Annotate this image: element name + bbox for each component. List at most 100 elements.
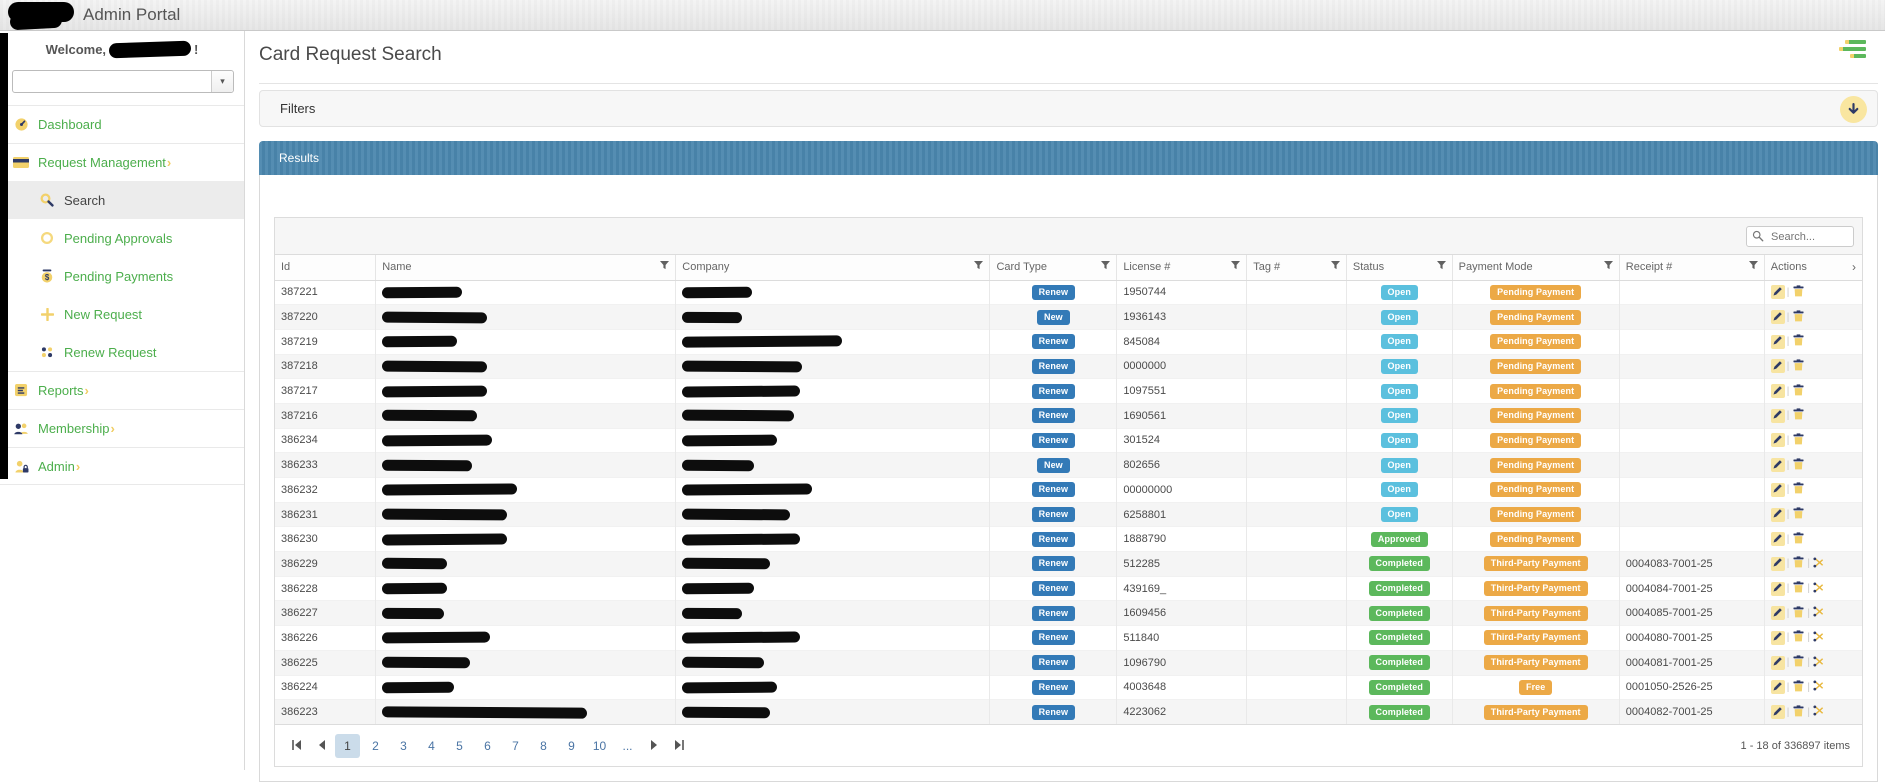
pager-last-button[interactable] — [668, 734, 690, 758]
filters-collapse-button[interactable] — [1840, 96, 1867, 123]
cell-status: Open — [1345, 402, 1453, 429]
delete-button[interactable] — [1791, 532, 1805, 546]
filter-icon[interactable] — [1603, 261, 1613, 273]
delete-button[interactable] — [1791, 458, 1805, 472]
delete-button[interactable] — [1791, 285, 1805, 299]
pager-page-button[interactable]: 6 — [484, 738, 491, 753]
sidebar-item-new-request[interactable]: New Request — [0, 295, 244, 333]
payment-mode-badge: Third-Party Payment — [1483, 556, 1588, 572]
print-receipt-button[interactable] — [1812, 631, 1826, 645]
redacted-name — [382, 311, 488, 323]
delete-button[interactable] — [1791, 433, 1805, 447]
sidebar-item-pending-payments[interactable]: $ Pending Payments — [0, 257, 244, 295]
grid-search-input[interactable] — [1746, 226, 1854, 247]
column-header-tag[interactable]: Tag # — [1246, 255, 1347, 281]
filter-icon[interactable] — [1101, 261, 1111, 273]
sidebar-item-pending-approvals[interactable]: Pending Approvals — [0, 219, 244, 257]
pager-page-button[interactable]: 2 — [372, 738, 379, 753]
cell-payment-mode: Third-Party Payment — [1451, 600, 1620, 626]
delete-button[interactable] — [1791, 680, 1805, 694]
delete-button[interactable] — [1791, 581, 1805, 596]
sidebar-item-search[interactable]: Search — [0, 181, 244, 219]
edit-button[interactable] — [1770, 507, 1785, 522]
edit-button[interactable] — [1770, 408, 1785, 423]
column-header-payment-mode[interactable]: Payment Mode — [1451, 255, 1620, 281]
filter-icon[interactable] — [1436, 261, 1446, 273]
column-header-receipt[interactable]: Receipt # — [1618, 255, 1765, 281]
column-header-status[interactable]: Status — [1345, 255, 1453, 281]
edit-button[interactable] — [1770, 606, 1785, 621]
pager-page-button[interactable]: 1 — [335, 733, 360, 758]
menu-toggle-icon[interactable] — [1836, 38, 1866, 60]
edit-button[interactable] — [1770, 482, 1785, 497]
delete-button[interactable] — [1791, 606, 1805, 620]
column-header-actions[interactable]: Actions › — [1763, 255, 1862, 281]
print-receipt-button[interactable] — [1812, 680, 1826, 694]
delete-button[interactable] — [1791, 705, 1805, 719]
pager-page-button[interactable]: 10 — [592, 738, 607, 753]
print-receipt-button[interactable] — [1812, 606, 1826, 620]
filter-icon[interactable] — [1231, 261, 1241, 273]
pager-next-button[interactable] — [643, 734, 665, 758]
filter-icon[interactable] — [1330, 261, 1340, 273]
pager-page-button[interactable]: 3 — [400, 738, 407, 753]
delete-button[interactable] — [1791, 630, 1805, 645]
print-receipt-button[interactable] — [1812, 557, 1826, 571]
pager-page-button[interactable]: 5 — [456, 738, 463, 753]
edit-button[interactable] — [1770, 285, 1785, 300]
sidebar-item-dashboard[interactable]: Dashboard — [0, 105, 244, 143]
pager-page-button[interactable]: 9 — [568, 738, 575, 753]
filter-icon[interactable] — [660, 261, 670, 273]
delete-button[interactable] — [1791, 309, 1805, 324]
action-separator: | — [1807, 681, 1810, 693]
edit-button[interactable] — [1770, 433, 1785, 448]
card-type-badge: Renew — [1031, 482, 1076, 498]
edit-button[interactable] — [1770, 705, 1785, 720]
edit-button[interactable] — [1770, 532, 1785, 547]
edit-button[interactable] — [1770, 581, 1785, 596]
column-header-name[interactable]: Name — [375, 255, 676, 281]
pager-page-button[interactable]: 4 — [428, 738, 435, 753]
cell-actions: | | — [1763, 551, 1862, 577]
filter-icon[interactable] — [974, 261, 984, 273]
edit-button[interactable] — [1770, 334, 1785, 349]
edit-button[interactable] — [1770, 359, 1785, 374]
sidebar-item-membership[interactable]: Membership › — [0, 409, 244, 447]
sidebar-item-request-management[interactable]: Request Management › — [0, 143, 244, 181]
pager-page-button[interactable]: 7 — [512, 738, 519, 753]
delete-button[interactable] — [1791, 482, 1805, 497]
user-select-dropdown[interactable]: ▾ — [12, 70, 234, 93]
filter-icon[interactable] — [1748, 261, 1758, 273]
edit-button[interactable] — [1770, 384, 1785, 399]
edit-button[interactable] — [1770, 556, 1785, 571]
print-receipt-button[interactable] — [1812, 582, 1826, 596]
edit-button[interactable] — [1770, 458, 1785, 473]
sidebar-item-reports[interactable]: Reports › — [0, 371, 244, 409]
delete-button[interactable] — [1791, 408, 1805, 423]
delete-button[interactable] — [1791, 359, 1805, 373]
sidebar-item-admin[interactable]: Admin › — [0, 447, 244, 485]
edit-button[interactable] — [1770, 630, 1785, 645]
pager-page-button[interactable]: 8 — [540, 738, 547, 753]
column-header-license[interactable]: License # — [1116, 255, 1247, 281]
pager-prev-button[interactable] — [310, 734, 332, 758]
redacted-name — [382, 706, 588, 719]
pager-first-button[interactable] — [285, 734, 307, 758]
delete-button[interactable] — [1791, 384, 1805, 398]
column-header-company[interactable]: Company — [675, 255, 990, 281]
admin-lock-icon — [12, 458, 30, 474]
delete-button[interactable] — [1791, 507, 1805, 522]
column-header-id[interactable]: Id — [275, 255, 376, 281]
coin-icon: $ — [38, 268, 56, 284]
edit-button[interactable] — [1770, 680, 1785, 695]
delete-button[interactable] — [1791, 655, 1805, 670]
chevron-down-icon[interactable]: ▾ — [211, 71, 233, 92]
delete-button[interactable] — [1791, 334, 1805, 349]
print-receipt-button[interactable] — [1812, 656, 1826, 670]
column-header-card-type[interactable]: Card Type — [989, 255, 1117, 281]
edit-button[interactable] — [1770, 310, 1785, 325]
edit-button[interactable] — [1770, 655, 1785, 670]
sidebar-item-renew-request[interactable]: Renew Request — [0, 333, 244, 371]
delete-button[interactable] — [1791, 556, 1805, 571]
print-receipt-button[interactable] — [1812, 705, 1826, 719]
